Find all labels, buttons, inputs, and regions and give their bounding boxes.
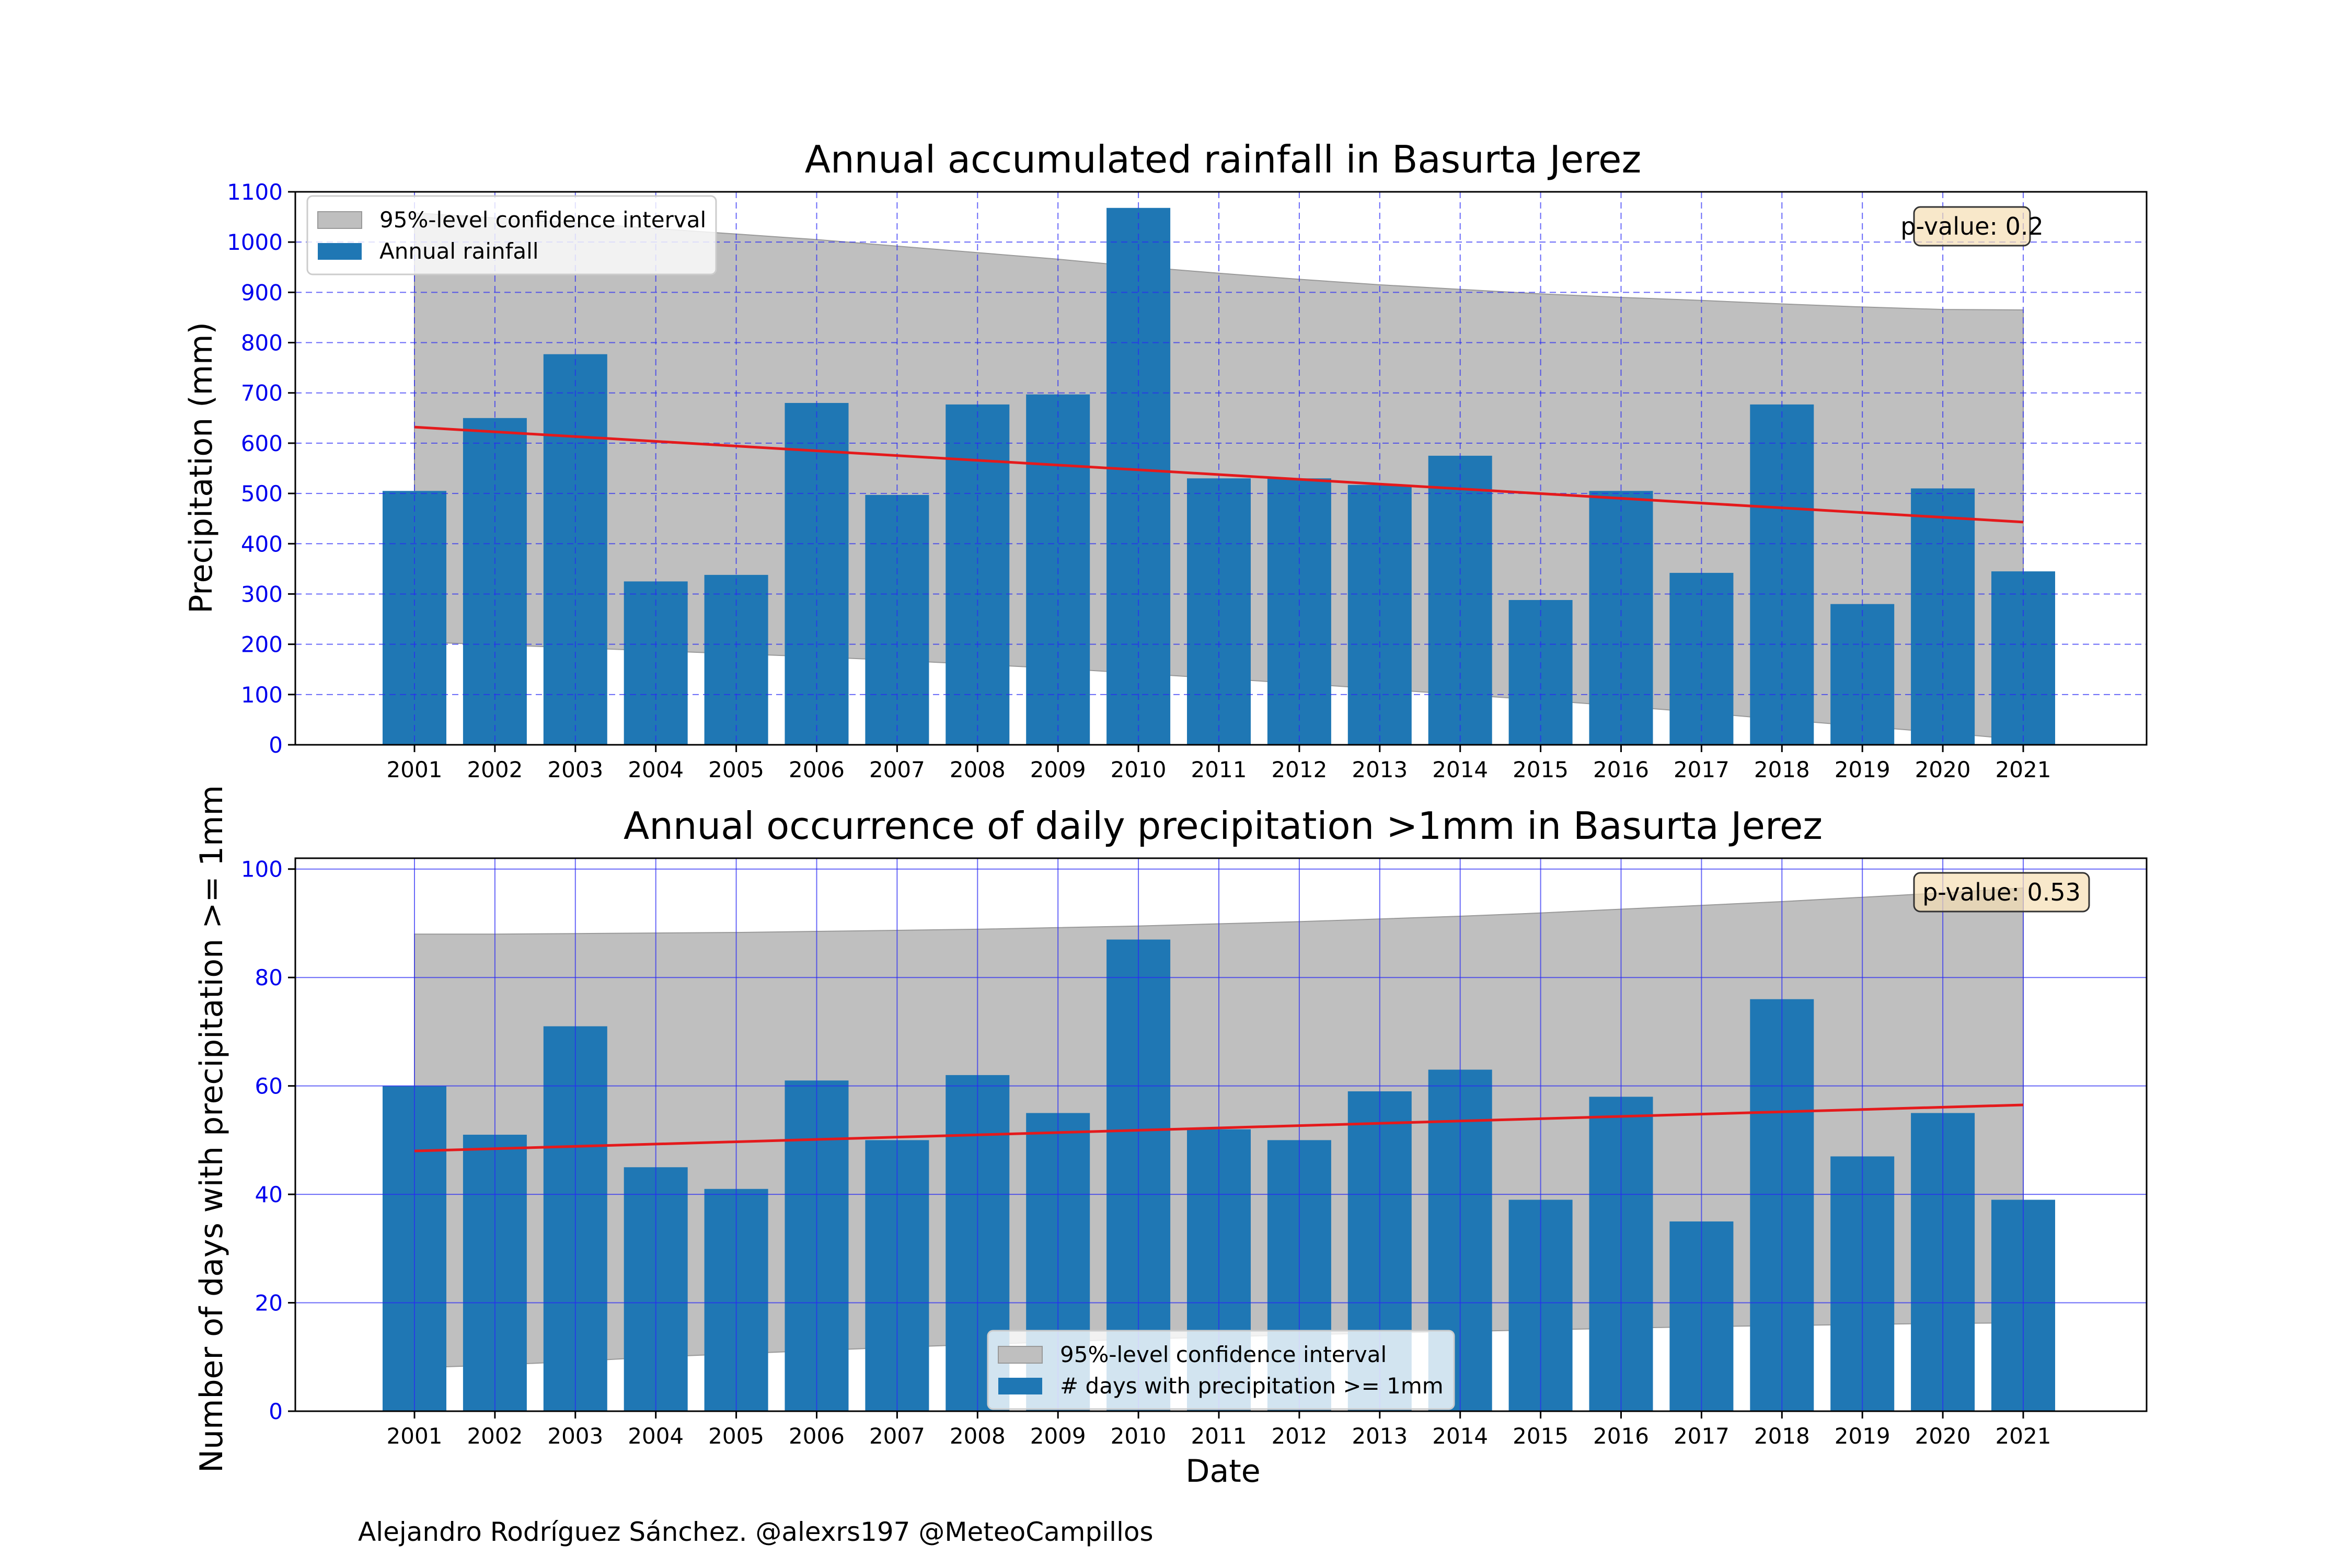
chart-2-x-tick-label: 2019 — [1835, 1423, 1890, 1449]
chart-1-x-tick-label: 2020 — [1915, 757, 1971, 782]
rainfall-chart: 0 100 200 300 400 500 600 700 800 900 1000 1100 2001… — [227, 179, 2148, 782]
chart-2-legend-label-bars: # days with precipitation >= 1mm — [1060, 1373, 1444, 1399]
chart-2-x-tick-label: 2012 — [1271, 1423, 1327, 1449]
chart-1-x-tick-label: 2010 — [1111, 757, 1167, 782]
chart-1-y-tick-label: 900 — [241, 280, 283, 305]
chart-1-y-tick-label: 200 — [241, 632, 283, 658]
chart-1-bar-2001 — [383, 491, 446, 745]
chart-2-title: Annual occurrence of daily precipitation… — [624, 804, 1823, 848]
chart-2-x-tick-label: 2010 — [1111, 1423, 1167, 1449]
chart-1-legend-label-band: 95%-level confidence interval — [379, 207, 706, 233]
chart-2-pvalue-box — [1913, 872, 2090, 913]
chart-2-plot-frame — [294, 857, 2148, 1412]
chart-1-legend-swatch-band — [317, 211, 362, 229]
chart-2-x-tick-label: 2004 — [628, 1423, 684, 1449]
chart-1-y-tick-label: 600 — [241, 431, 283, 456]
chart-1-x-tick-label: 2004 — [628, 757, 684, 782]
chart-1-x-tick-label: 2021 — [1996, 757, 2051, 782]
footer-credit: Alejandro Rodríguez Sánchez. @alexrs197 … — [358, 1517, 1154, 1547]
chart-2-y-tick-label: 0 — [269, 1399, 283, 1424]
chart-1-pvalue-box — [1913, 206, 2031, 247]
chart-1-y-tick-label: 100 — [241, 682, 283, 708]
chart-1-y-tick-label: 1100 — [227, 179, 283, 205]
chart-1-x-tick-label: 2005 — [708, 757, 764, 782]
chart-1-y-tick-label: 0 — [269, 732, 283, 758]
chart-2-x-tick-label: 2018 — [1754, 1423, 1810, 1449]
chart-2-legend-swatch-band — [998, 1346, 1043, 1364]
chart-2-trend-line — [414, 1103, 2024, 1152]
chart-2-x-tick-label: 2011 — [1191, 1423, 1247, 1449]
chart-1-x-tick-label: 2016 — [1593, 757, 1649, 782]
chart-2-legend — [987, 1330, 1455, 1410]
chart-1-x-tick-label: 2009 — [1030, 757, 1086, 782]
chart-2-x-tick-label: 2014 — [1432, 1423, 1488, 1449]
chart-1-y-tick-label: 700 — [241, 381, 283, 406]
chart-2-x-tick-label: 2006 — [789, 1423, 845, 1449]
chart-1-trend-line — [414, 425, 2024, 524]
chart-1-bar-2007 — [865, 494, 929, 745]
chart-1-x-tick-label: 2011 — [1191, 757, 1247, 782]
chart-1-bar-2016 — [1589, 491, 1653, 745]
chart-2-x-tick-label: 2013 — [1352, 1423, 1408, 1449]
chart-1-x-tick-label: 2013 — [1352, 757, 1408, 782]
chart-2-y-tick-label: 20 — [255, 1290, 283, 1316]
chart-2-x-tick-label: 2021 — [1996, 1423, 2051, 1449]
chart-2-x-tick-label: 2001 — [387, 1423, 443, 1449]
chart-2-legend-swatch-bars — [998, 1378, 1042, 1394]
chart-2-y-tick-label: 60 — [255, 1074, 283, 1099]
chart-1-x-tick-label: 2012 — [1271, 757, 1327, 782]
chart-1-x-tick-label: 2001 — [387, 757, 443, 782]
chart-1-x-tick-label: 2019 — [1835, 757, 1890, 782]
chart-1-pvalue-label: p-value: 0.2 — [1900, 212, 2043, 240]
chart-1-x-tick-label: 2003 — [547, 757, 603, 782]
chart-2-y-tick-label: 100 — [241, 857, 283, 882]
chart-2-y-axis-label: Number of days with precipitation >= 1mm — [193, 785, 230, 1473]
chart-1-plot-frame — [294, 191, 2148, 746]
chart-2-x-tick-label: 2020 — [1915, 1423, 1971, 1449]
chart-2-x-axis-label: Date — [1185, 1453, 1260, 1490]
chart-2-x-tick-label: 2007 — [869, 1423, 925, 1449]
chart-1-x-tick-label: 2017 — [1674, 757, 1730, 782]
chart-2-y-tick-label: 80 — [255, 965, 283, 990]
chart-2-x-tick-label: 2017 — [1674, 1423, 1730, 1449]
chart-2-y-tick-label: 40 — [255, 1182, 283, 1207]
chart-1-legend — [306, 195, 717, 275]
chart-2-x-tick-label: 2009 — [1030, 1423, 1086, 1449]
chart-2-x-tick-label: 2015 — [1513, 1423, 1569, 1449]
chart-1-y-tick-label: 400 — [241, 531, 283, 557]
chart-1-x-tick-label: 2008 — [950, 757, 1006, 782]
chart-1-x-tick-label: 2015 — [1513, 757, 1569, 782]
chart-1-y-tick-label: 800 — [241, 330, 283, 356]
chart-1-x-tick-label: 2007 — [869, 757, 925, 782]
chart-1-title: Annual accumulated rainfall in Basurta J… — [805, 137, 1642, 181]
chart-1-y-axis-label: Precipitation (mm) — [183, 322, 220, 614]
chart-1-x-tick-label: 2018 — [1754, 757, 1810, 782]
chart-2-x-tick-label: 2002 — [467, 1423, 523, 1449]
chart-1-x-tick-label: 2002 — [467, 757, 523, 782]
chart-2-x-tick-label: 2008 — [950, 1423, 1006, 1449]
precipitation-days-chart: 0 20 40 60 80 100 2001 2002 2003 2004 2005 2006 2007… — [241, 857, 2148, 1449]
chart-2-legend-label-band: 95%-level confidence interval — [1060, 1342, 1387, 1367]
chart-2-x-tick-label: 2003 — [547, 1423, 603, 1449]
chart-2-pvalue-label: p-value: 0.53 — [1922, 878, 2081, 906]
chart-1-y-tick-label: 500 — [241, 481, 283, 506]
chart-2-x-tick-label: 2016 — [1593, 1423, 1649, 1449]
chart-1-x-tick-label: 2006 — [789, 757, 845, 782]
chart-2-x-tick-label: 2005 — [708, 1423, 764, 1449]
chart-1-x-tick-label: 2014 — [1432, 757, 1488, 782]
chart-1-legend-label-bars: Annual rainfall — [379, 238, 539, 264]
chart-1-y-tick-label: 300 — [241, 581, 283, 607]
chart-1-legend-swatch-bars — [318, 243, 362, 260]
chart-1-y-tick-label: 1000 — [227, 229, 283, 255]
